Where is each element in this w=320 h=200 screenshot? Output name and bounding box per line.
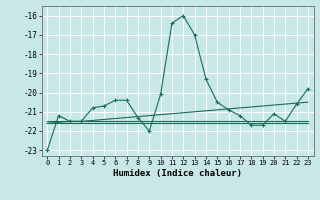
X-axis label: Humidex (Indice chaleur): Humidex (Indice chaleur) [113,169,242,178]
